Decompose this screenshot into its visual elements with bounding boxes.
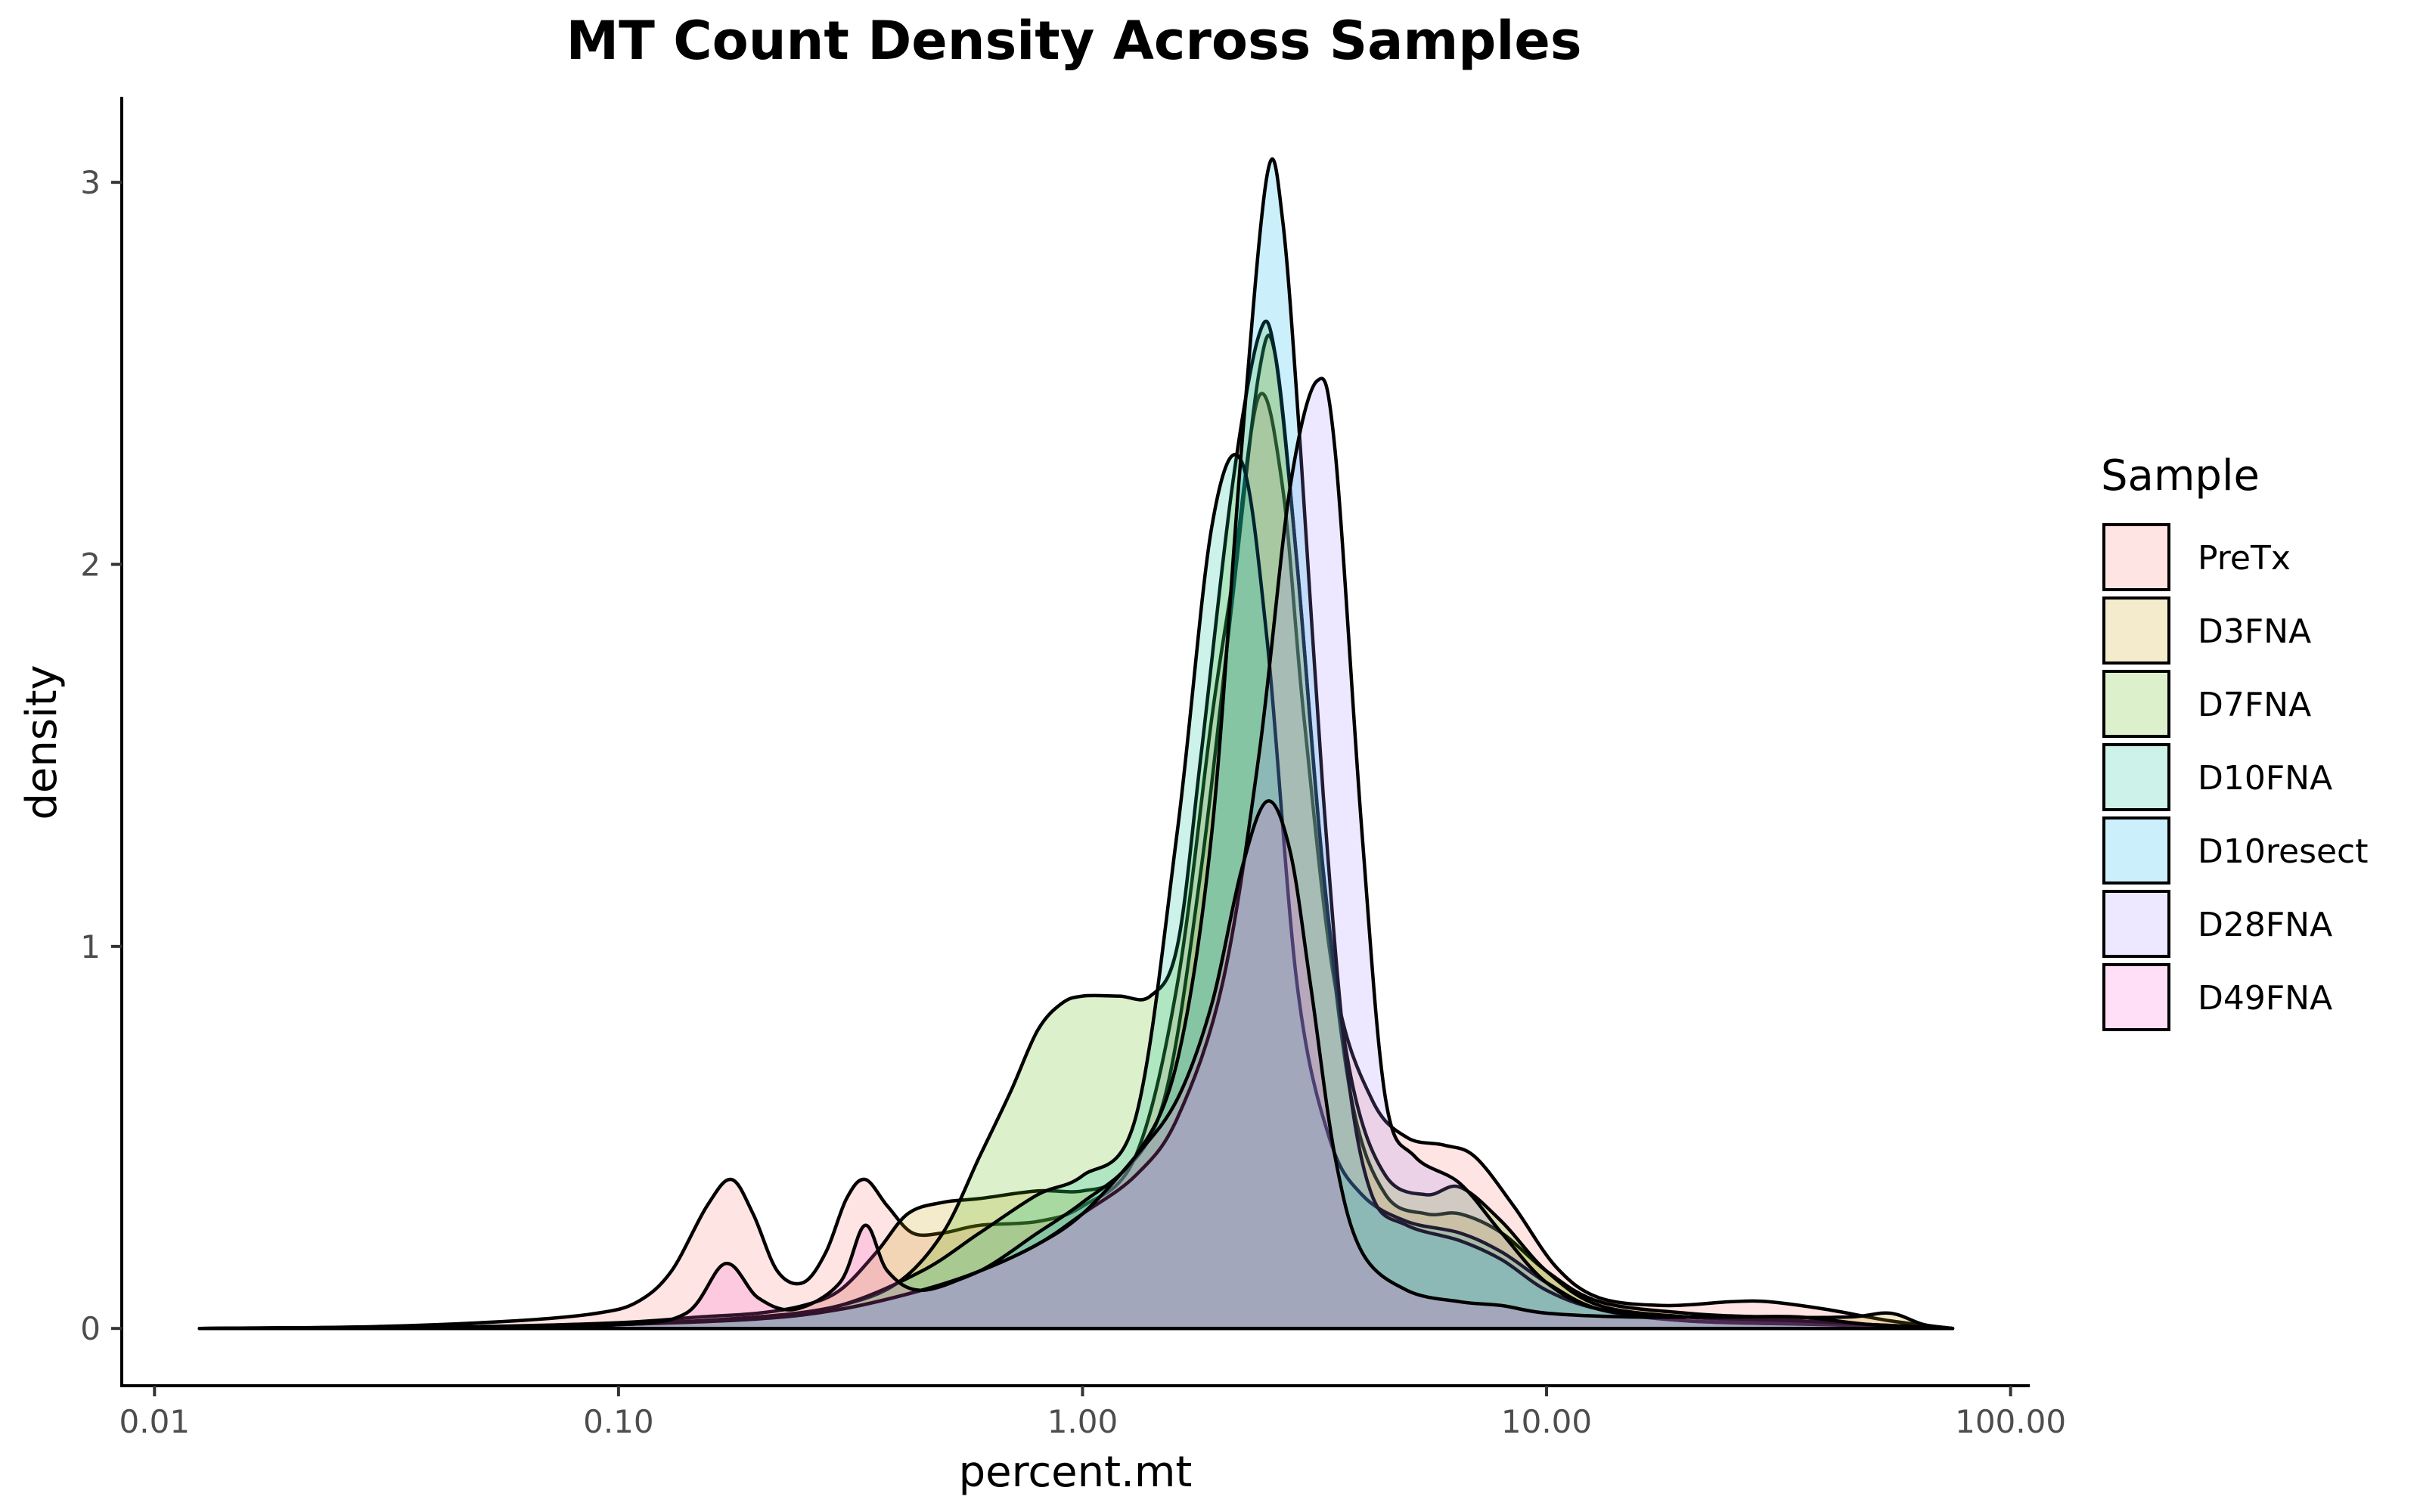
legend-label-d10resect: D10resect (2198, 832, 2369, 871)
legend: Sample PreTx D3FNA D7FNA D10FNA D10resect D28… (2101, 451, 2369, 1031)
legend-key-d49fna (2102, 963, 2170, 1031)
x-tick-label: 10.00 (1501, 1403, 1592, 1440)
y-tick-label: 2 (80, 547, 101, 584)
x-tick-label: 1.00 (1047, 1403, 1118, 1440)
legend-key-pretx (2102, 523, 2170, 591)
chart-title: MT Count Density Across Samples (566, 10, 1581, 72)
x-axis-title: percent.mt (959, 1448, 1193, 1497)
x-tick-label: 100.00 (1955, 1403, 2066, 1440)
y-axis-ticks: 0 1 2 3 (80, 164, 122, 1347)
x-tick-label: 0.10 (583, 1403, 654, 1440)
legend-label-d28fna: D28FNA (2198, 906, 2332, 944)
legend-title: Sample (2101, 451, 2260, 500)
density-d28fna (197, 376, 1955, 1331)
y-tick-label: 1 (80, 928, 101, 965)
density-pretx (197, 392, 1955, 1331)
x-tick-label: 0.01 (119, 1403, 191, 1440)
legend-key-d28fna (2102, 890, 2170, 958)
y-axis-title: density (17, 665, 67, 820)
legend-label-d10fna: D10FNA (2198, 759, 2332, 798)
legend-items: PreTx D3FNA D7FNA D10FNA D10resect D28FNA D49F… (2102, 523, 2369, 1031)
density-d7fna (197, 319, 1955, 1331)
legend-label-d3fna: D3FNA (2198, 612, 2311, 651)
density-d49fna (197, 799, 1955, 1331)
legend-key-d3fna (2102, 596, 2170, 665)
x-axis-ticks: 0.01 0.10 1.00 10.00 100.00 (119, 1386, 2066, 1440)
legend-key-d10fna (2102, 743, 2170, 811)
legend-label-pretx: PreTx (2198, 539, 2291, 578)
y-tick-label: 0 (80, 1310, 101, 1347)
legend-label-d7fna: D7FNA (2198, 686, 2311, 724)
legend-key-d7fna (2102, 670, 2170, 738)
y-tick-label: 3 (80, 164, 101, 201)
density-d10fna (197, 453, 1955, 1331)
plot-area (197, 157, 1955, 1331)
legend-key-d10resect (2102, 816, 2170, 885)
legend-label-d49fna: D49FNA (2198, 979, 2332, 1018)
